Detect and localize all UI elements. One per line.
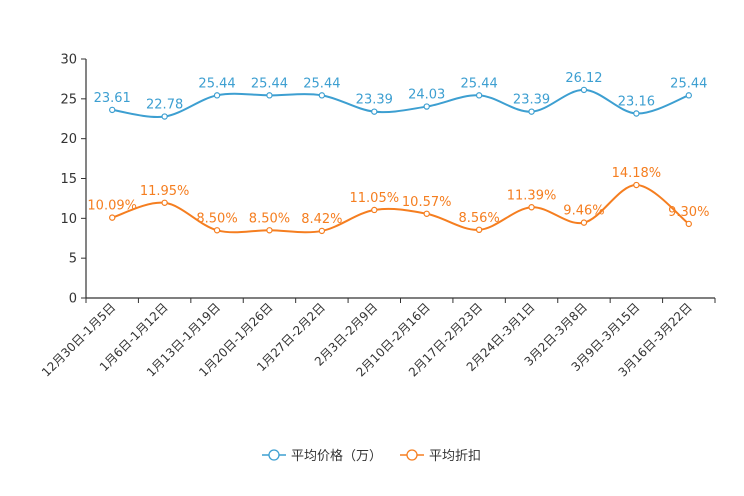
data-label: 24.03 <box>408 88 445 103</box>
data-label: 11.39% <box>507 188 557 203</box>
data-point[interactable] <box>528 108 535 115</box>
data-point[interactable] <box>161 113 168 120</box>
y-tick-label: 30 <box>60 53 77 68</box>
y-tick-label: 0 <box>69 292 77 307</box>
data-point[interactable] <box>109 214 116 221</box>
data-label: 8.56% <box>458 211 499 226</box>
legend-item-1[interactable]: 平均价格（万） <box>262 448 382 464</box>
data-label: 8.42% <box>301 212 342 227</box>
data-label: 25.44 <box>251 76 288 91</box>
data-point[interactable] <box>633 110 640 117</box>
data-point[interactable] <box>685 220 692 228</box>
legend-marker-icon <box>268 449 280 461</box>
data-label: 25.44 <box>303 76 340 91</box>
data-label: 11.05% <box>350 191 400 206</box>
y-tick-label: 20 <box>60 132 77 147</box>
data-label: 10.09% <box>87 199 137 214</box>
data-label: 23.61 <box>94 91 131 106</box>
data-point[interactable] <box>423 103 430 110</box>
data-point[interactable] <box>318 92 326 99</box>
y-tick-label: 5 <box>69 252 77 267</box>
series-1: 23.61 22.78 25.44 25.44 25.44 23.39 24.03 25.44… <box>94 71 707 120</box>
data-point[interactable] <box>318 227 326 235</box>
legend-item-2[interactable]: 平均折扣 <box>400 449 481 464</box>
data-label: 25.44 <box>670 76 707 91</box>
y-tick-label: 25 <box>60 92 77 107</box>
data-point[interactable] <box>423 210 430 217</box>
data-point[interactable] <box>213 227 221 234</box>
data-point[interactable] <box>528 204 535 211</box>
data-label: 8.50% <box>196 211 237 226</box>
data-point[interactable] <box>161 199 168 206</box>
data-point[interactable] <box>475 92 483 99</box>
series-2: 10.09%11.95% 8.50% 8.50% 8.42% 11.05% 10.57% 8… <box>87 166 709 235</box>
legend-marker-icon <box>406 449 418 461</box>
data-point[interactable] <box>371 206 378 214</box>
data-point[interactable] <box>213 92 221 99</box>
data-label: 22.78 <box>146 98 183 113</box>
legend-label: 平均价格（万） <box>291 448 382 464</box>
y-tick-label: 10 <box>60 212 77 227</box>
data-label: 11.95% <box>140 184 190 199</box>
data-label: 25.44 <box>461 76 498 91</box>
data-label: 23.39 <box>356 93 393 108</box>
data-label: 8.50% <box>249 211 290 226</box>
data-point[interactable] <box>685 92 692 99</box>
data-point[interactable] <box>109 106 116 114</box>
data-label: 9.30% <box>668 205 709 220</box>
y-tick-label: 15 <box>60 172 77 187</box>
data-point[interactable] <box>266 227 273 234</box>
data-label: 9.46% <box>563 204 604 219</box>
data-label: 25.44 <box>198 76 235 91</box>
data-point[interactable] <box>580 219 588 226</box>
data-label: 10.57% <box>402 195 452 210</box>
data-label: 26.12 <box>565 71 602 86</box>
data-point[interactable] <box>580 86 588 94</box>
legend-label: 平均折扣 <box>429 449 481 464</box>
series-line <box>112 88 690 118</box>
data-label: 23.39 <box>513 93 550 108</box>
data-point[interactable] <box>475 226 483 234</box>
data-point[interactable] <box>266 92 273 99</box>
data-point[interactable] <box>633 181 640 189</box>
legend: 平均价格（万） 平均折扣 <box>262 448 481 464</box>
series-layer: 23.61 22.78 25.44 25.44 25.44 23.39 24.03 25.44… <box>87 71 709 235</box>
data-point[interactable] <box>371 108 378 115</box>
data-label: 23.16 <box>618 94 655 109</box>
data-label: 14.18% <box>612 166 662 181</box>
